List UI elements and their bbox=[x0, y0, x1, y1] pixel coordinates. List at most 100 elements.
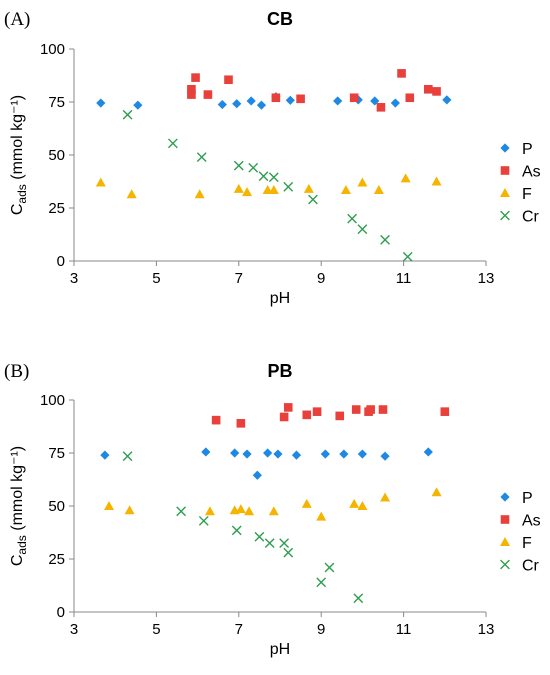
data-point bbox=[252, 470, 262, 480]
y-axis-label-main: C bbox=[9, 555, 26, 567]
legend-label: P bbox=[522, 141, 533, 158]
y-tick-label: 25 bbox=[48, 200, 65, 217]
data-point bbox=[349, 498, 360, 508]
data-point bbox=[187, 84, 196, 94]
y-tick-label: 0 bbox=[57, 604, 65, 621]
series-p bbox=[100, 447, 433, 480]
series-as bbox=[187, 69, 441, 112]
series-f bbox=[104, 487, 442, 521]
data-point bbox=[442, 95, 452, 105]
data-point bbox=[390, 98, 400, 108]
x-tick-label: 11 bbox=[396, 621, 412, 638]
data-point bbox=[191, 73, 200, 82]
data-point bbox=[349, 93, 359, 103]
x-tick-label: 7 bbox=[235, 621, 243, 638]
data-point bbox=[236, 419, 246, 428]
data-point bbox=[432, 87, 441, 96]
data-point bbox=[96, 98, 106, 108]
data-point bbox=[283, 403, 293, 412]
data-point bbox=[357, 501, 368, 510]
data-point bbox=[431, 176, 442, 186]
x-tick-label: 9 bbox=[317, 621, 325, 638]
series-as bbox=[211, 403, 450, 428]
data-point bbox=[242, 449, 252, 459]
series-cr bbox=[122, 451, 364, 604]
y-axis-label-sub: ads bbox=[15, 535, 29, 554]
data-point bbox=[244, 506, 255, 516]
data-point bbox=[279, 412, 289, 422]
data-point bbox=[231, 525, 242, 536]
legend-label: F bbox=[522, 535, 532, 552]
series-f bbox=[95, 173, 442, 199]
y-tick-label: 50 bbox=[48, 147, 65, 164]
data-point bbox=[380, 492, 391, 502]
data-point bbox=[303, 183, 314, 193]
data-point bbox=[201, 447, 211, 457]
chart-title: PB bbox=[267, 361, 292, 381]
data-point bbox=[122, 109, 133, 120]
legend-label: As bbox=[522, 164, 541, 181]
data-point bbox=[232, 99, 242, 109]
data-point bbox=[264, 538, 275, 548]
y-tick-label: 50 bbox=[48, 498, 65, 515]
data-point bbox=[308, 194, 318, 205]
x-tick-label: 11 bbox=[396, 270, 412, 287]
x-tick-label: 9 bbox=[317, 270, 325, 287]
data-point bbox=[217, 99, 227, 110]
data-point bbox=[258, 171, 269, 182]
legend-marker bbox=[500, 537, 510, 546]
x-tick-label: 3 bbox=[70, 270, 78, 287]
data-point bbox=[194, 189, 205, 199]
data-point bbox=[204, 506, 215, 516]
legend-marker bbox=[500, 515, 510, 524]
data-point bbox=[424, 84, 433, 94]
x-tick-label: 7 bbox=[235, 270, 243, 287]
data-point bbox=[196, 152, 207, 163]
data-point bbox=[357, 449, 367, 459]
chart-title: CB bbox=[267, 9, 293, 29]
y-tick-label: 100 bbox=[40, 41, 65, 58]
y-tick-label: 75 bbox=[48, 94, 65, 111]
data-point bbox=[373, 184, 384, 194]
data-point bbox=[126, 189, 137, 199]
data-point bbox=[100, 450, 110, 460]
data-point bbox=[320, 449, 330, 459]
x-tick-label: 13 bbox=[478, 621, 495, 638]
legend-label: Cr bbox=[522, 558, 540, 575]
y-axis-label: Cads (mmol kg⁻¹) bbox=[9, 95, 29, 215]
data-point bbox=[302, 410, 312, 420]
data-point bbox=[351, 405, 361, 414]
data-point bbox=[400, 173, 411, 183]
data-point bbox=[254, 531, 265, 542]
data-point bbox=[402, 251, 413, 262]
data-point bbox=[263, 448, 273, 458]
data-point bbox=[271, 93, 281, 103]
data-point bbox=[380, 451, 390, 461]
data-point bbox=[104, 501, 115, 510]
data-point bbox=[423, 447, 433, 457]
data-point bbox=[268, 184, 279, 194]
data-point bbox=[133, 100, 143, 110]
data-point bbox=[211, 415, 221, 425]
data-point bbox=[122, 451, 133, 462]
data-point bbox=[224, 75, 233, 85]
legend-marker bbox=[500, 492, 510, 502]
x-tick-label: 3 bbox=[70, 621, 78, 638]
data-point bbox=[285, 95, 295, 105]
y-axis-label: Cads (mmol kg⁻¹) bbox=[9, 446, 29, 566]
data-point bbox=[347, 213, 357, 224]
y-tick-label: 25 bbox=[48, 551, 65, 568]
y-tick-label: 100 bbox=[40, 392, 65, 409]
data-point bbox=[333, 96, 343, 106]
chart-panel: (A) CB 0 25 50 75 100 3 5 7 9 11 13 pH Cads (mmol kg⁻¹… bbox=[4, 9, 541, 307]
legend-marker bbox=[500, 143, 510, 153]
x-tick-label: 5 bbox=[152, 621, 160, 638]
data-point bbox=[256, 100, 267, 110]
data-point bbox=[124, 505, 135, 515]
data-point bbox=[339, 449, 349, 459]
data-point bbox=[242, 187, 253, 197]
x-axis-label: pH bbox=[270, 290, 290, 307]
data-point bbox=[268, 172, 279, 183]
legend-marker bbox=[500, 166, 510, 175]
